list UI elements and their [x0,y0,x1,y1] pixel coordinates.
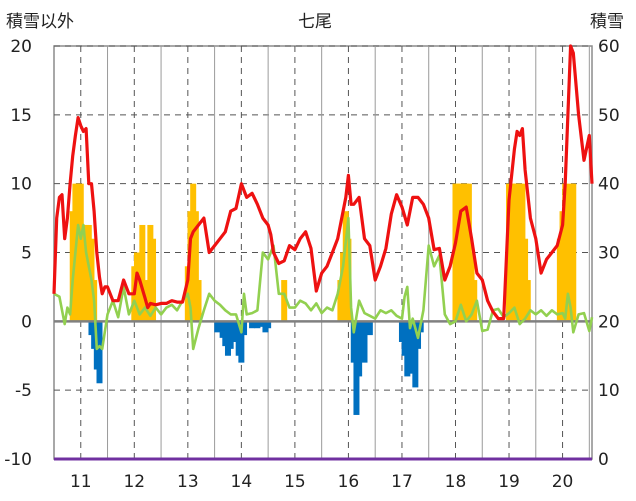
x-tick-label: 15 [284,472,306,492]
red-series-line [52,44,594,321]
y-left-tick-label: 10 [10,175,32,195]
x-tick-label: 17 [391,472,413,492]
bar [150,238,157,322]
bar [524,280,531,322]
x-tick-label: 13 [177,472,199,492]
bar [139,224,146,322]
y-right-tick-label: 40 [598,175,620,195]
bar [356,321,363,377]
y-right-axis-label: 積雪 [590,12,624,32]
bar [366,321,373,336]
y-left-tick-label: -5 [15,381,32,401]
bar [471,280,478,322]
x-tick-label: 12 [123,472,145,492]
x-tick-label: 14 [231,472,253,492]
bar [570,183,577,322]
y-left-tick-label: 20 [10,37,32,57]
x-tick-label: 19 [498,472,520,492]
x-tick-label: 11 [70,472,92,492]
bar [249,321,256,329]
bar [195,280,202,322]
bar [345,238,352,322]
bar [412,321,419,388]
y-left-tick-label: 5 [21,244,32,264]
bar [192,211,199,322]
x-tick-label: 18 [445,472,467,492]
bar [361,321,368,363]
x-tick-label: 20 [552,472,574,492]
y-right-tick-label: 30 [598,244,620,264]
bar [238,321,245,363]
y-right-tick-label: 20 [598,312,620,332]
chart-title: 七尾 [298,12,332,32]
bar [254,321,261,329]
y-right-tick-label: 0 [598,450,609,470]
y-left-tick-label: 0 [21,312,32,332]
y-right-tick-label: 50 [598,106,620,126]
x-tick-label: 16 [338,472,360,492]
y-left-axis-label: 積雪以外 [6,12,74,32]
bar [96,321,103,384]
y-left-tick-label: -10 [4,450,32,470]
bar [241,321,248,336]
bar [281,280,288,322]
y-right-tick-label: 10 [598,381,620,401]
y-right-tick-label: 60 [598,37,620,57]
y-left-tick-label: 15 [10,106,32,126]
bar [265,321,272,329]
